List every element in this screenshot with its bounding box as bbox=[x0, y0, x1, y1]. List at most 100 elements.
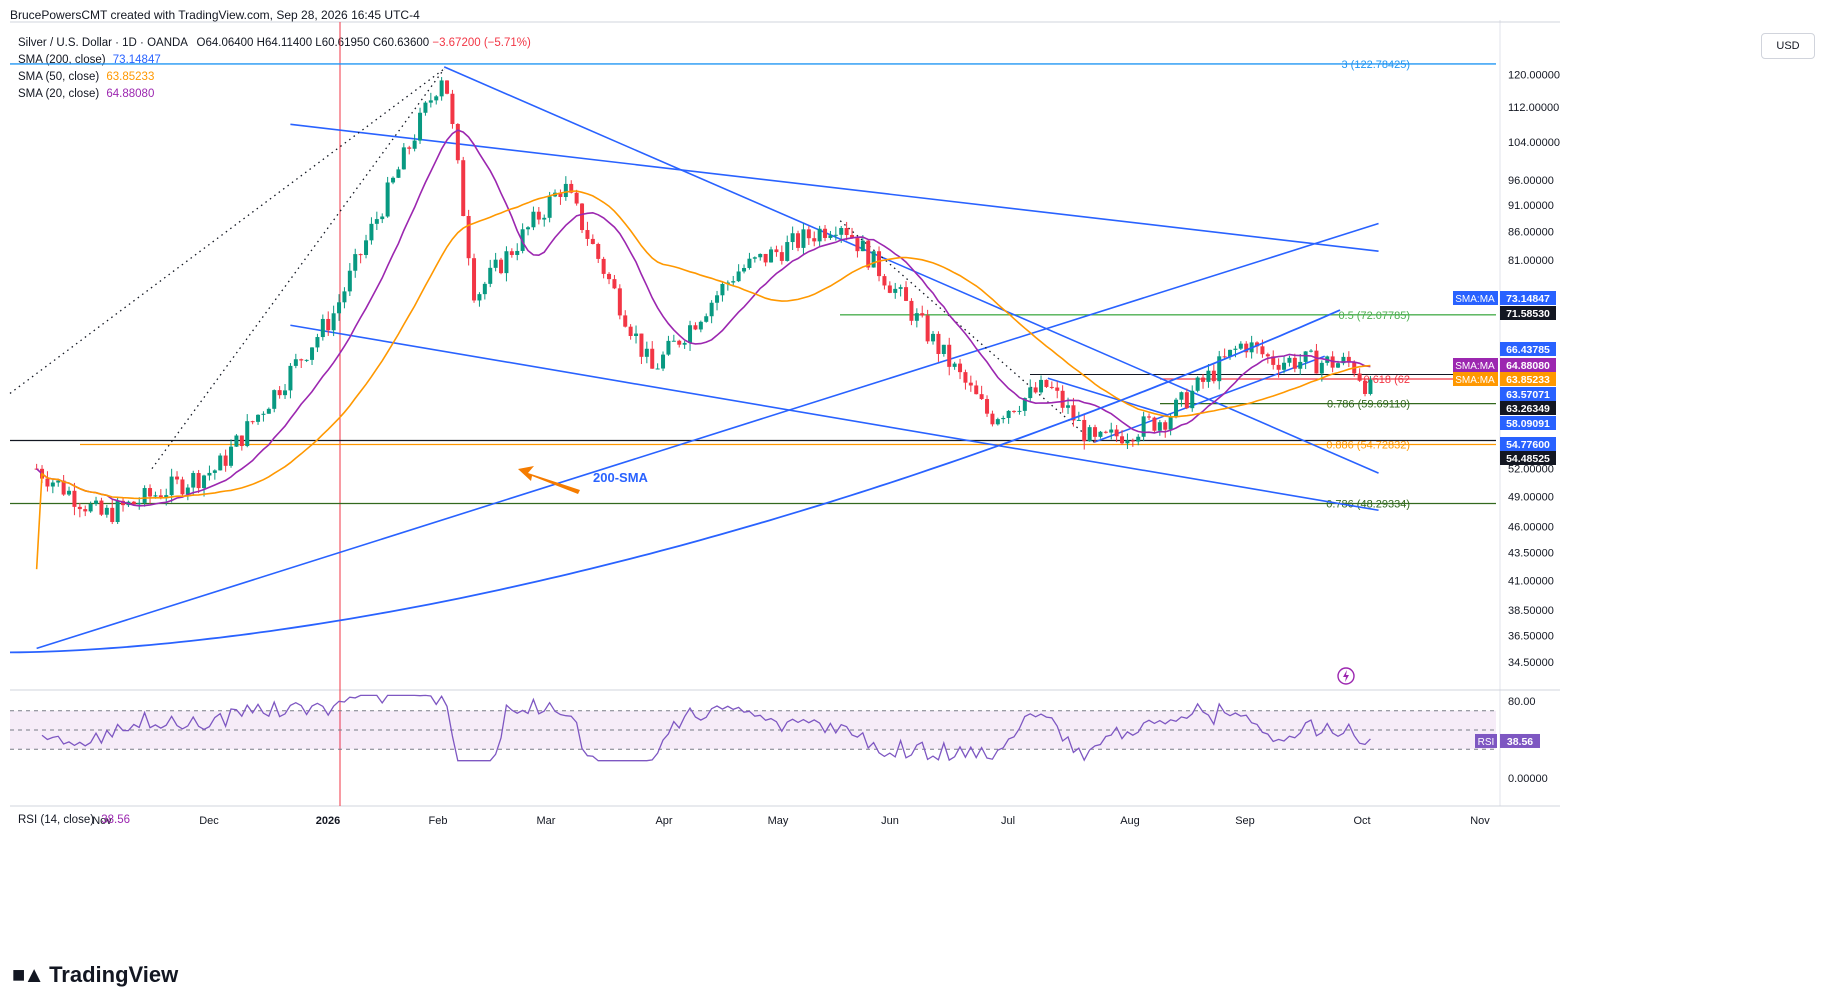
candle-body bbox=[1044, 379, 1049, 387]
candle-body bbox=[331, 313, 336, 331]
candle bbox=[1001, 415, 1006, 424]
candle bbox=[655, 363, 660, 370]
candle bbox=[1147, 413, 1152, 421]
candle bbox=[110, 500, 115, 525]
candle bbox=[418, 107, 423, 144]
candle bbox=[499, 257, 504, 275]
candle-body bbox=[434, 96, 439, 101]
candle bbox=[288, 363, 293, 399]
candle bbox=[844, 221, 849, 241]
candle-body bbox=[1071, 405, 1076, 421]
candle bbox=[736, 264, 741, 283]
price-axis-badge: SMA:MA 64.88080 bbox=[1453, 358, 1556, 372]
badge-box bbox=[1500, 416, 1556, 430]
candle-body bbox=[1082, 419, 1087, 442]
candle bbox=[326, 311, 331, 336]
candle bbox=[493, 252, 498, 272]
symbol-ohlc[interactable]: Silver / U.S. Dollar · 1D · OANDA O64.06… bbox=[18, 35, 531, 52]
candle bbox=[121, 497, 126, 512]
candle bbox=[688, 320, 693, 351]
candle-body bbox=[1076, 419, 1081, 421]
candle-body bbox=[94, 500, 99, 504]
y-tick-label: 49.00000 bbox=[1508, 492, 1554, 504]
candle bbox=[925, 309, 930, 344]
candle bbox=[337, 294, 342, 321]
x-tick-label: Feb bbox=[429, 815, 448, 827]
candle-body bbox=[1287, 357, 1292, 363]
candle-body bbox=[180, 479, 185, 495]
candle bbox=[893, 282, 898, 299]
candle-body bbox=[1017, 410, 1022, 412]
y-tick-label: 46.00000 bbox=[1508, 521, 1554, 533]
candle-body bbox=[666, 340, 671, 355]
price-axis-badge: 71.58530 bbox=[1500, 306, 1556, 320]
price-axis-badge: SMA:MA 73.14847 bbox=[1453, 291, 1556, 305]
candle bbox=[1033, 382, 1038, 394]
candle-body bbox=[1271, 356, 1276, 365]
candle-body bbox=[682, 342, 687, 345]
y-tick-label: 91.00000 bbox=[1508, 200, 1554, 212]
candle bbox=[1114, 425, 1119, 443]
y-tick-label: 52.00000 bbox=[1508, 464, 1554, 476]
candle-body bbox=[823, 228, 828, 238]
candle bbox=[369, 217, 374, 245]
candle bbox=[785, 235, 790, 262]
candle bbox=[1044, 379, 1049, 389]
candle-body bbox=[844, 228, 849, 236]
lower-wedge-line bbox=[290, 324, 1379, 512]
candle bbox=[358, 253, 363, 264]
x-tick-label: Nov bbox=[1470, 815, 1490, 827]
candle bbox=[661, 351, 666, 372]
candle bbox=[1093, 424, 1098, 443]
candle bbox=[342, 287, 347, 309]
candle-body bbox=[455, 123, 460, 161]
candle-body bbox=[515, 250, 520, 255]
candle bbox=[477, 292, 482, 307]
candle-body bbox=[88, 503, 93, 512]
candle-body bbox=[1336, 363, 1341, 368]
candle bbox=[898, 284, 903, 297]
candle-body bbox=[1292, 357, 1297, 369]
candle bbox=[666, 335, 671, 356]
rsi-tick-label: 0.00000 bbox=[1508, 773, 1548, 785]
candle bbox=[877, 246, 882, 282]
badge-tag-text: SMA:MA bbox=[1455, 361, 1495, 372]
candle bbox=[779, 245, 784, 265]
candle bbox=[914, 308, 919, 328]
candle-body bbox=[639, 333, 644, 357]
candle-body bbox=[477, 294, 482, 301]
price-axis-badge: SMA:MA 63.85233 bbox=[1453, 372, 1556, 386]
candle bbox=[1211, 364, 1216, 384]
y-tick-label: 41.00000 bbox=[1508, 576, 1554, 588]
rsi-value: 38.56 bbox=[101, 814, 131, 826]
candle-body bbox=[131, 501, 136, 505]
candle-body bbox=[925, 315, 930, 342]
indicator-sma20[interactable]: SMA (20, close) 64.88080 bbox=[18, 86, 531, 103]
indicator-sma50[interactable]: SMA (50, close) 63.85233 bbox=[18, 69, 531, 86]
candle bbox=[466, 209, 471, 266]
x-tick-label: Sep bbox=[1235, 815, 1255, 827]
candle-body bbox=[1055, 387, 1060, 391]
candle bbox=[196, 469, 201, 494]
currency-button[interactable]: USD bbox=[1761, 33, 1815, 59]
indicator-sma200[interactable]: SMA (200, close) 73.14847 bbox=[18, 52, 531, 69]
candle-body bbox=[1228, 349, 1233, 357]
candle bbox=[601, 256, 606, 279]
candle-body bbox=[509, 251, 514, 255]
candle-body bbox=[796, 233, 801, 248]
candle bbox=[742, 264, 747, 274]
candle-body bbox=[1260, 346, 1265, 355]
candle-body bbox=[720, 283, 725, 296]
candle bbox=[488, 259, 493, 288]
candle bbox=[1238, 341, 1243, 351]
candle-body bbox=[374, 219, 379, 224]
candle bbox=[1071, 397, 1076, 427]
candle bbox=[148, 484, 153, 504]
candle-body bbox=[1006, 410, 1011, 418]
candle-body bbox=[931, 333, 936, 342]
sma200-line bbox=[9, 309, 1341, 654]
badge-value: 58.09091 bbox=[1506, 418, 1550, 430]
candle-body bbox=[466, 216, 471, 259]
candle bbox=[1130, 438, 1135, 447]
